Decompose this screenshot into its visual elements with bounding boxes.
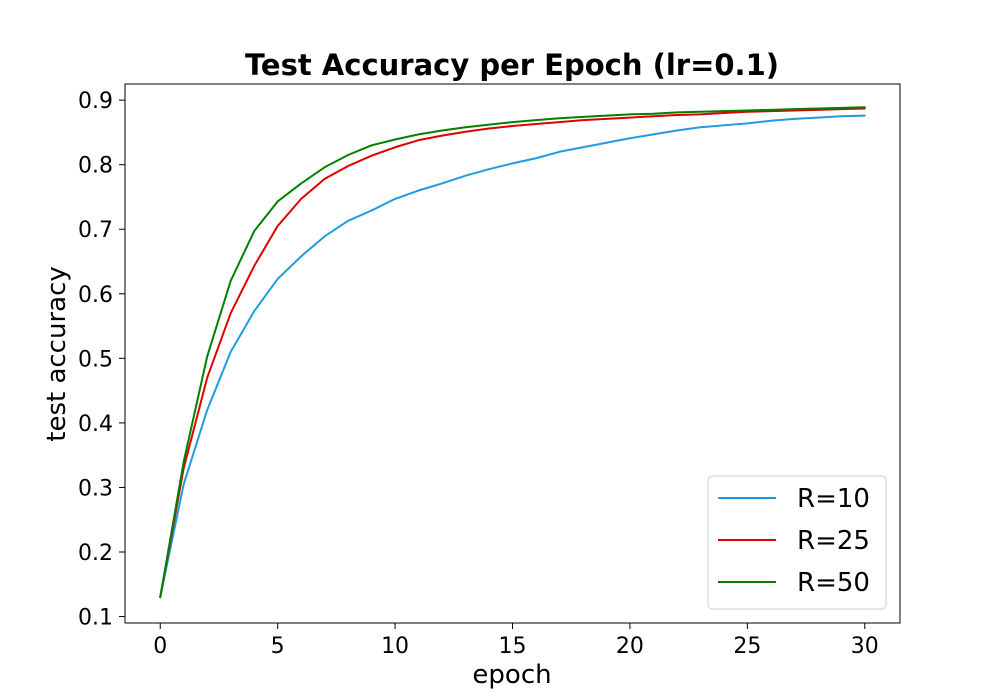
y-tick-label: 0.2 [78, 541, 113, 566]
legend-frame [707, 475, 887, 610]
x-tick-label: 20 [616, 634, 644, 659]
x-axis-ticks: 0 5 10 15 20 25 30 [153, 623, 879, 659]
x-tick-label: 25 [733, 634, 761, 659]
y-tick-label: 0.4 [78, 412, 113, 437]
y-tick-label: 0.5 [78, 347, 113, 372]
legend-label-2: R=25 [797, 526, 870, 556]
y-tick-label: 0.3 [78, 476, 113, 501]
x-tick-label: 5 [271, 634, 285, 659]
y-tick-label: 0.9 [78, 89, 113, 114]
x-tick-label: 0 [153, 634, 167, 659]
legend-label-1: R=10 [797, 484, 870, 514]
series-line-3 [159, 106, 866, 599]
y-axis-ticks: 0.1 0.2 0.3 0.4 0.5 0.6 0.7 0.8 0.9 [78, 89, 125, 631]
series-line-1 [159, 114, 866, 599]
x-axis-label: epoch [472, 660, 551, 690]
plot-lines [159, 106, 866, 599]
y-axis-label: test accuracy [42, 266, 72, 442]
legend: R=10 R=25 R=50 [707, 475, 887, 610]
y-tick-label: 0.1 [78, 606, 113, 631]
x-tick-label: 10 [381, 634, 409, 659]
series-line-2 [159, 107, 866, 599]
x-tick-label: 15 [499, 634, 527, 659]
y-tick-label: 0.7 [78, 218, 113, 243]
y-tick-label: 0.8 [78, 154, 113, 179]
legend-label-3: R=50 [797, 568, 870, 598]
x-tick-label: 30 [851, 634, 879, 659]
y-tick-label: 0.6 [78, 283, 113, 308]
chart-title: Test Accuracy per Epoch (lr=0.1) [245, 48, 779, 82]
